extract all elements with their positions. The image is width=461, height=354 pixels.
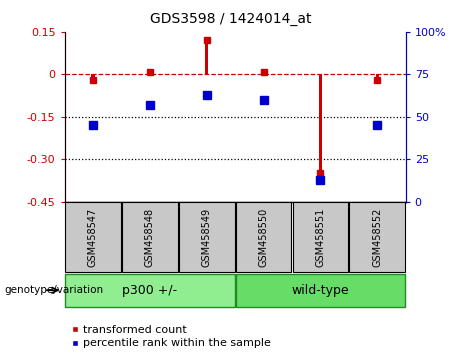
Text: p300 +/-: p300 +/- bbox=[122, 284, 177, 297]
Bar bbox=[65, 202, 121, 272]
Bar bbox=[148, 72, 152, 74]
Bar bbox=[236, 202, 291, 272]
Bar bbox=[122, 202, 177, 272]
Bar bbox=[376, 74, 379, 80]
Text: GSM458552: GSM458552 bbox=[372, 207, 382, 267]
Bar bbox=[236, 274, 405, 307]
Text: GDS3598 / 1424014_at: GDS3598 / 1424014_at bbox=[150, 12, 311, 27]
Bar bbox=[179, 202, 235, 272]
Text: genotype/variation: genotype/variation bbox=[5, 285, 104, 295]
Text: GSM458547: GSM458547 bbox=[88, 207, 98, 267]
Text: GSM458551: GSM458551 bbox=[315, 207, 325, 267]
Legend: transformed count, percentile rank within the sample: transformed count, percentile rank withi… bbox=[70, 325, 272, 348]
Text: wild-type: wild-type bbox=[291, 284, 349, 297]
Text: GSM458548: GSM458548 bbox=[145, 207, 155, 267]
Bar bbox=[65, 274, 235, 307]
Bar bbox=[205, 40, 208, 74]
Text: GSM458550: GSM458550 bbox=[259, 207, 269, 267]
Text: GSM458549: GSM458549 bbox=[201, 207, 212, 267]
Bar bbox=[293, 202, 348, 272]
Bar bbox=[262, 72, 265, 74]
Bar bbox=[91, 74, 95, 80]
Bar bbox=[319, 74, 322, 173]
Bar bbox=[349, 202, 405, 272]
